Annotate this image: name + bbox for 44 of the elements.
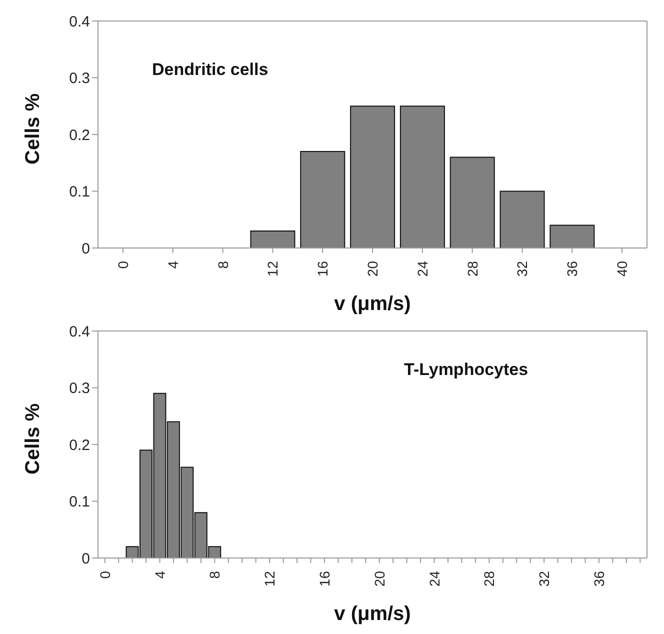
y-tick-label: 0.2 (69, 126, 90, 144)
bar (450, 156, 495, 248)
y-tick-label: 0.4 (69, 13, 90, 30)
y-tick-label: 0.2 (69, 436, 90, 454)
y-tick-label: 0.3 (69, 70, 90, 88)
x-tick-label: 8 (214, 260, 231, 269)
x-tick-label: 0 (96, 570, 113, 579)
x-tick-label: 0 (114, 260, 131, 269)
y-tick-label: 0 (82, 550, 90, 568)
x-tick-label: 16 (314, 260, 331, 277)
x-tick-label: 20 (371, 570, 388, 587)
text: T-Lymphocytes (404, 360, 528, 380)
bar (300, 151, 346, 248)
y-tick-label: 0.1 (69, 494, 90, 511)
x-tick-label: 12 (262, 570, 278, 587)
bar (250, 230, 296, 248)
x-tick-label: 16 (316, 570, 332, 587)
x-tick-label: 36 (590, 570, 607, 587)
text: Dendritic cells (152, 60, 268, 80)
x-tick-label: 12 (264, 260, 281, 277)
bar (500, 190, 545, 248)
x-tick-label: 8 (206, 570, 223, 579)
y-tick-label: 0.3 (69, 380, 90, 398)
x-tick-label: 24 (414, 260, 430, 277)
x-tick-label: 40 (614, 260, 630, 277)
x-tick-label: 32 (514, 260, 530, 277)
bar (550, 224, 595, 248)
y-axis-title: Cells % (22, 93, 44, 164)
x-tick-label: 36 (564, 260, 580, 277)
x-tick-label: 4 (152, 570, 168, 579)
x-axis-title: v (μm/s) (334, 293, 411, 315)
x-axis-title: v (μm/s) (334, 603, 411, 625)
x-tick-label: 4 (164, 260, 181, 269)
y-tick-label: 0 (82, 240, 90, 258)
y-axis-title: Cells % (22, 403, 44, 474)
bar (400, 106, 445, 248)
x-tick-label: 20 (364, 260, 380, 277)
y-tick-label: 0.1 (69, 184, 90, 201)
y-tick-label: 0.4 (69, 323, 90, 340)
x-tick-label: 28 (464, 260, 480, 277)
x-tick-label: 28 (481, 570, 498, 587)
bar (350, 106, 396, 248)
x-tick-label: 24 (426, 570, 442, 587)
x-tick-label: 32 (536, 570, 552, 587)
